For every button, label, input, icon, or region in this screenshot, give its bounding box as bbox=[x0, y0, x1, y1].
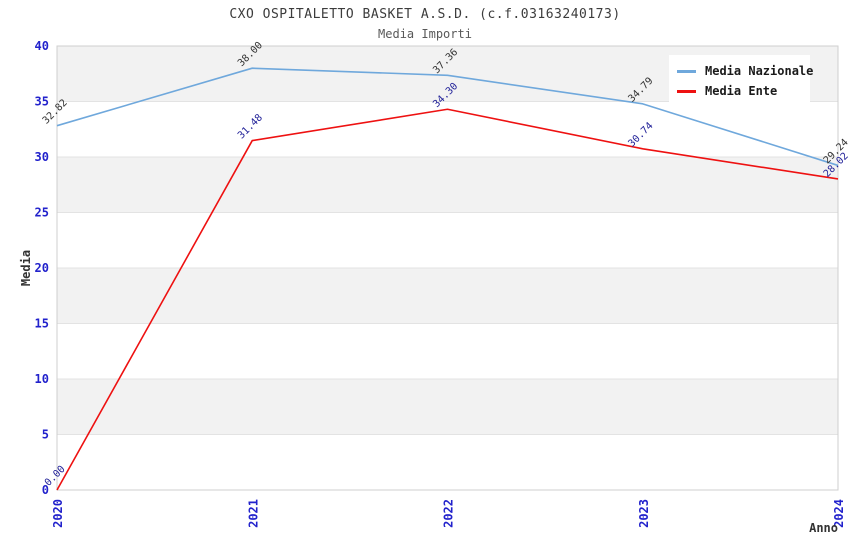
legend-label-nazionale: Media Nazionale bbox=[705, 64, 814, 78]
y-tick-label: 15 bbox=[35, 317, 49, 331]
y-tick-label: 10 bbox=[35, 372, 49, 386]
y-tick-label: 20 bbox=[35, 261, 49, 275]
x-tick-label: 2020 bbox=[51, 499, 65, 528]
x-axis-title: Anno bbox=[809, 521, 838, 535]
y-tick-label: 5 bbox=[42, 428, 49, 442]
plot-band bbox=[57, 379, 838, 435]
chart-subtitle: Media Importi bbox=[378, 27, 472, 41]
plot-band bbox=[57, 434, 838, 490]
plot-band bbox=[57, 268, 838, 324]
y-axis-title: Media bbox=[19, 250, 33, 286]
plot-band bbox=[57, 157, 838, 213]
x-tick-label: 2023 bbox=[637, 499, 651, 528]
series-line-media-ente bbox=[56, 108, 839, 491]
x-tick-label: 2022 bbox=[442, 499, 456, 528]
chart-title: CXO OSPITALETTO BASKET A.S.D. (c.f.03163… bbox=[229, 7, 621, 22]
y-tick-label: 25 bbox=[35, 206, 49, 220]
plot-band bbox=[57, 101, 838, 157]
plot-border bbox=[56, 45, 839, 491]
legend-label-ente: Media Ente bbox=[705, 84, 778, 98]
y-tick-label: 30 bbox=[35, 150, 49, 164]
y-tick-label: 40 bbox=[35, 39, 49, 53]
x-tick-label: 2024 bbox=[832, 499, 846, 528]
legend-line-swatch-nazionale bbox=[677, 69, 696, 73]
legend-line-swatch-ente bbox=[677, 89, 696, 93]
x-tick-label: 2021 bbox=[246, 499, 260, 528]
series-line-media-nazionale bbox=[56, 67, 839, 167]
legend: Media Nazionale Media Ente bbox=[669, 55, 813, 107]
legend-item-media-ente: Media Ente bbox=[677, 81, 800, 101]
plot-band bbox=[57, 323, 838, 379]
y-tick-label: 0 bbox=[42, 483, 49, 497]
y-tick-label: 35 bbox=[35, 95, 49, 109]
plot-band bbox=[57, 212, 838, 268]
legend-item-media-nazionale: Media Nazionale bbox=[677, 61, 813, 81]
